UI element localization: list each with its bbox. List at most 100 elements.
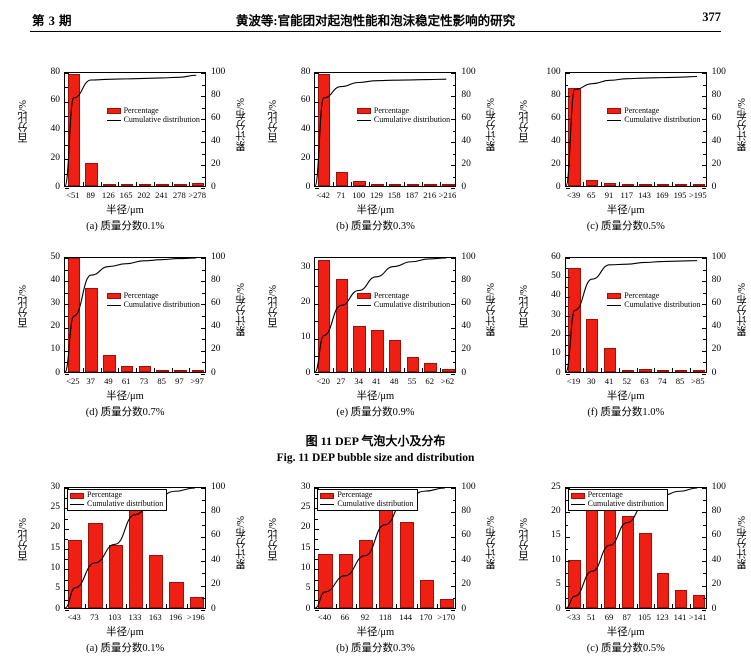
y-tick-minor xyxy=(565,107,569,109)
page-running-header: 第 3 期 黄波等:官能团对起泡性能和泡沫稳定性影响的研究 377 xyxy=(0,10,751,46)
x-tick xyxy=(189,182,191,186)
subfigure-caption: (c) 质量分数0.5% xyxy=(586,643,665,654)
x-tick xyxy=(136,368,137,372)
figure11-caption-en: Fig. 11 DEP bubble size and distribution xyxy=(276,452,475,464)
x-tick-label: 41 xyxy=(372,376,381,386)
y-tick-label: 40 xyxy=(551,135,561,146)
y-tick xyxy=(315,488,320,489)
x-tick xyxy=(166,604,168,608)
x-tick-label: 89 xyxy=(86,190,95,200)
right-axis-tick-label: 0 xyxy=(461,367,467,378)
y-tick xyxy=(565,374,570,375)
legend-line-swatch xyxy=(70,504,84,505)
y-tick xyxy=(315,159,320,161)
y-tick xyxy=(65,304,69,306)
right-axis-tick-label: 40 xyxy=(211,321,221,332)
y-tick-minor xyxy=(65,173,68,175)
chart-f11d: 0 10 20 30 40 50 0 20 40 60 80 100 <25 37 49 61 73 85 97 >9… xyxy=(0,247,250,429)
right-axis-tick-label: 0 xyxy=(711,181,717,192)
bar xyxy=(191,369,205,372)
right-axis-tick-minor xyxy=(703,549,706,550)
bar xyxy=(621,370,634,372)
x-axis-title: 半径/μm xyxy=(606,627,645,638)
header-issue: 第 3 期 xyxy=(32,14,73,28)
y-tick xyxy=(565,536,570,538)
right-axis-tick xyxy=(701,512,706,514)
right-axis-tick-minor xyxy=(452,269,456,271)
x-tick-label: >62 xyxy=(440,376,455,386)
subfigure-caption: (b) 质量分数0.3% xyxy=(336,221,415,232)
bar xyxy=(371,329,384,372)
bar xyxy=(67,73,81,186)
right-axis-tick xyxy=(451,142,456,143)
right-axis-tick-minor xyxy=(703,292,706,294)
right-axis-tick xyxy=(451,96,456,97)
right-axis-tick-label: 60 xyxy=(211,530,221,541)
right-axis-title: 累计分布/% xyxy=(486,283,498,337)
y-tick-minor xyxy=(315,599,318,601)
legend-bar-swatch xyxy=(356,293,371,300)
x-tick xyxy=(437,604,439,608)
x-tick-label: >278 xyxy=(188,190,206,200)
y-axis-title: 百分比/% xyxy=(268,99,280,143)
x-tick xyxy=(636,182,638,186)
x-tick-label: <42 xyxy=(316,190,330,200)
legend-label-cumulative: Cumulative distribution xyxy=(624,114,701,124)
right-axis-tick-minor xyxy=(452,84,456,86)
chart-cell-f11b: 0 20 40 60 80 0 20 40 60 80 100 <42 71 100 129 158 187 21… xyxy=(250,62,500,242)
cumulative-curve xyxy=(315,258,455,372)
y-tick-label: 25 xyxy=(50,501,61,512)
legend-label-percentage: Percentage xyxy=(123,291,159,300)
legend-line-swatch xyxy=(607,119,622,121)
x-tick-label: <51 xyxy=(66,190,80,200)
bar xyxy=(88,523,103,608)
y-tick xyxy=(65,130,69,132)
y-tick xyxy=(315,338,320,340)
right-axis-tick-label: 100 xyxy=(211,481,226,492)
right-axis-tick xyxy=(201,610,205,611)
right-axis-tick xyxy=(201,350,205,352)
chart-legend: Percentage Cumulative distribution xyxy=(106,106,200,125)
legend-label-cumulative: Cumulative distribution xyxy=(624,300,701,309)
legend-bar-swatch xyxy=(570,492,585,499)
x-tick-label: >85 xyxy=(691,376,705,386)
legend-bar-swatch xyxy=(70,492,84,499)
right-axis-tick xyxy=(201,561,205,563)
right-axis-tick xyxy=(451,610,456,611)
y-tick xyxy=(65,281,69,283)
plot-area xyxy=(64,257,206,375)
right-axis-tick xyxy=(201,536,205,538)
y-tick-label: 5 xyxy=(305,583,311,594)
y-tick-label: 30 xyxy=(50,481,61,492)
right-axis-tick xyxy=(701,488,706,489)
x-axis-title: 半径/μm xyxy=(356,627,395,638)
y-tick-label: 0 xyxy=(555,367,561,378)
y-tick-minor xyxy=(65,87,68,89)
y-tick xyxy=(65,374,69,375)
right-axis-title: 累计分布/% xyxy=(236,97,247,152)
right-axis-tick-minor xyxy=(452,339,456,341)
x-tick xyxy=(368,182,370,186)
x-tick-label: <20 xyxy=(316,376,330,386)
y-tick-label: 0 xyxy=(55,603,60,614)
y-tick-label: 20 xyxy=(300,522,311,533)
x-tick xyxy=(618,368,620,372)
x-tick xyxy=(100,368,102,372)
right-axis-tick xyxy=(451,488,456,489)
legend-label-percentage: Percentage xyxy=(624,291,660,300)
right-axis-tick-minor xyxy=(703,524,706,526)
y-tick-minor xyxy=(565,84,569,86)
y-tick-label: 0 xyxy=(555,181,561,192)
bar xyxy=(674,590,688,608)
bar xyxy=(103,354,116,372)
right-axis-tick-minor xyxy=(202,500,205,502)
x-tick-label: 195 xyxy=(673,190,687,200)
legend-label-cumulative: Cumulative distribution xyxy=(337,499,414,509)
bar xyxy=(174,184,187,186)
bar xyxy=(568,559,581,608)
right-axis-tick-minor xyxy=(202,176,205,178)
right-axis-tick-minor xyxy=(452,524,456,526)
y-tick-label: 20 xyxy=(551,158,561,169)
legend-bar-swatch xyxy=(607,293,622,300)
right-axis-tick xyxy=(201,488,205,489)
